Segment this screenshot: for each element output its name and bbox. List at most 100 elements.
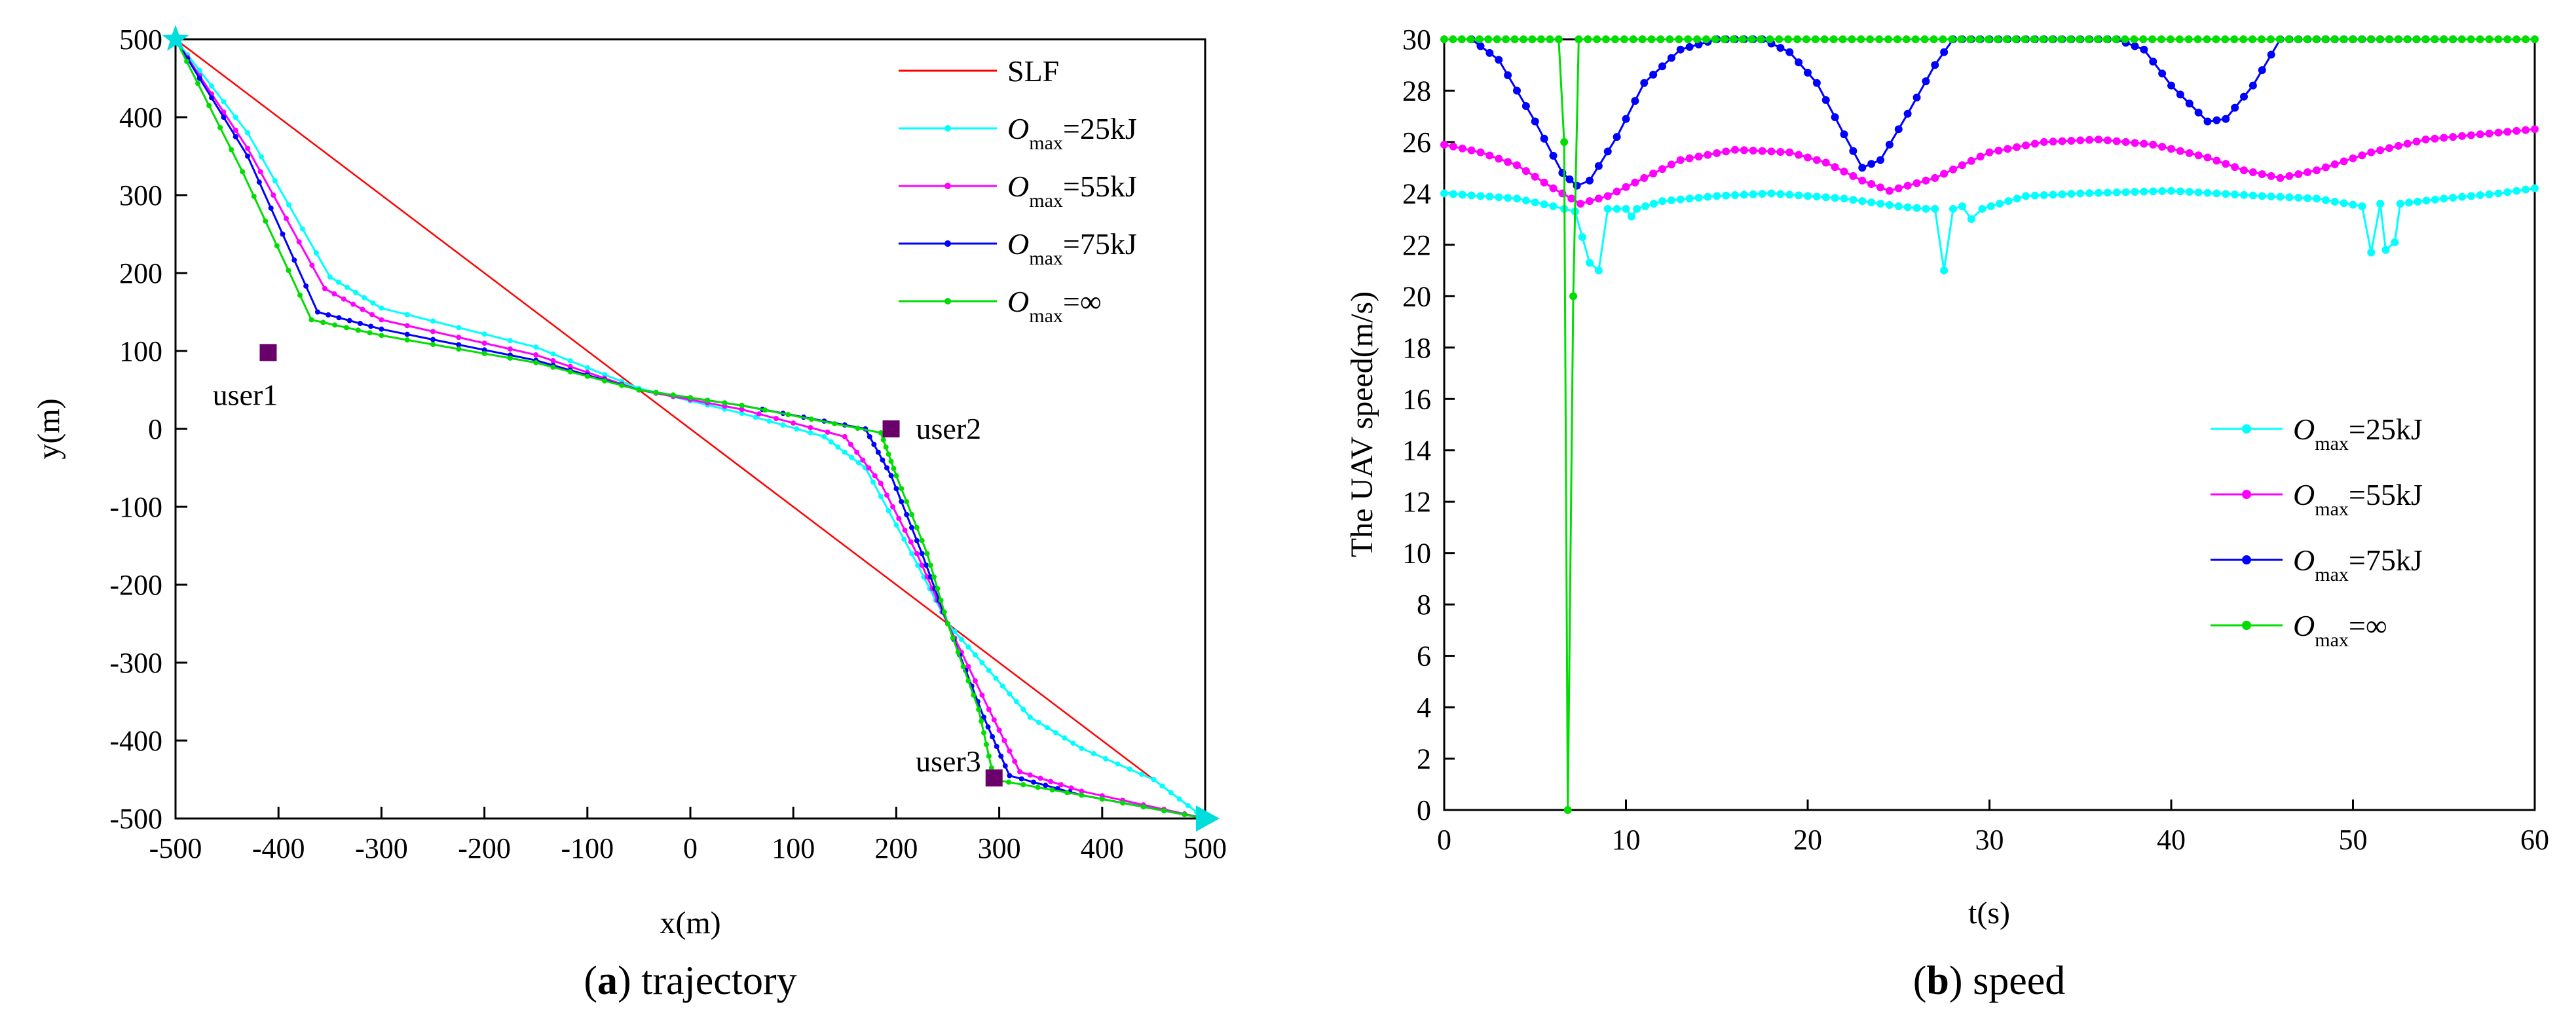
x-tick-label: 200 [874,832,918,864]
data-point [1993,35,2002,43]
data-point [2130,35,2138,43]
data-point [1560,138,1569,146]
data-point [2421,35,2430,43]
data-point [2095,136,2102,144]
data-point [1013,699,1019,705]
data-point [1020,707,1026,712]
data-point [901,536,907,542]
data-point [1440,140,1448,149]
data-point [886,451,891,457]
data-point [2330,35,2339,43]
data-point [1031,779,1036,785]
data-point [914,551,920,557]
data-point [2275,35,2284,43]
data-point [1058,782,1064,788]
data-point [986,667,992,673]
data-point [1007,748,1013,754]
data-point [893,486,899,492]
data-point [2294,193,2303,202]
data-point [1531,172,1539,181]
x-axis-label: x(m) [660,906,720,940]
data-point [2340,157,2348,166]
caption-text: trajectory [641,959,797,1003]
data-point [1795,191,1803,200]
y-tick-label: 6 [1417,640,1431,672]
data-point [739,403,745,409]
data-point [1575,35,1583,43]
start-marker [162,25,189,51]
data-point [1738,35,1747,43]
data-point [2457,35,2466,43]
data-point [1713,192,1721,200]
y-tick-label: 28 [1402,75,1431,107]
data-point [2140,187,2148,196]
data-point [1704,151,1712,159]
data-point [481,347,487,353]
data-point [567,369,573,375]
data-point [1940,267,1949,275]
data-point [1987,202,1995,211]
data-point [1866,35,1875,43]
data-point [456,325,462,331]
user-label-3: user3 [916,745,981,778]
end-marker [1196,805,1220,832]
data-point [1985,148,1994,156]
data-point [2240,191,2248,199]
data-point [2258,170,2266,178]
data-point [1476,192,1485,200]
data-point [1939,35,1947,43]
data-point [958,636,964,642]
data-point [1920,35,1929,43]
data-point [1831,113,1839,122]
data-point [2249,168,2257,177]
data-point [1017,769,1023,775]
data-point [2085,136,2094,144]
data-point [2067,190,2076,198]
data-point [935,585,941,591]
data-point [1848,35,1856,43]
data-point [891,466,897,471]
y-tick-label: 12 [1402,486,1431,518]
data-point [762,407,768,413]
data-point [636,387,642,393]
data-point [1485,151,1494,160]
y-tick-label: 8 [1417,589,1431,621]
data-point [1767,147,1776,156]
data-point [1546,35,1554,43]
data-point [1168,790,1174,796]
data-point [1885,187,1894,195]
y-tick-label: 30 [1402,24,1431,56]
data-point [2476,191,2484,200]
data-point [979,660,985,665]
data-point [1785,48,1794,56]
data-point [1840,168,1848,176]
tick-marks: -500 -400 -300 -200 -100 0 100 200 300 400 500 -500… [109,24,1227,864]
data-point [1603,204,1612,213]
data-point [2476,35,2484,43]
data-point [1996,200,2004,208]
data-point [2184,35,2193,43]
data-point [1053,730,1059,736]
data-point [1867,198,1876,207]
data-point [791,420,796,426]
data-point [195,81,201,86]
data-point [2358,151,2366,160]
data-point [2294,170,2303,178]
data-point [2176,187,2184,196]
data-point [1849,172,1857,180]
data-point [1876,156,1884,164]
data-point [2166,35,2175,43]
x-tick-label: 0 [1437,824,1451,856]
data-point [2358,202,2366,211]
data-point [1521,167,1530,175]
legend-marker-o-max--4 [944,298,951,304]
data-point [291,257,297,263]
data-point [2366,35,2375,43]
data-point [1713,149,1721,157]
x-axis-label: t(s) [1968,896,2010,930]
data-point [2049,191,2057,199]
data-point [2348,35,2357,43]
series-layer [173,37,1206,820]
data-point [1449,142,1457,151]
y-tick-label: 10 [1402,538,1431,570]
